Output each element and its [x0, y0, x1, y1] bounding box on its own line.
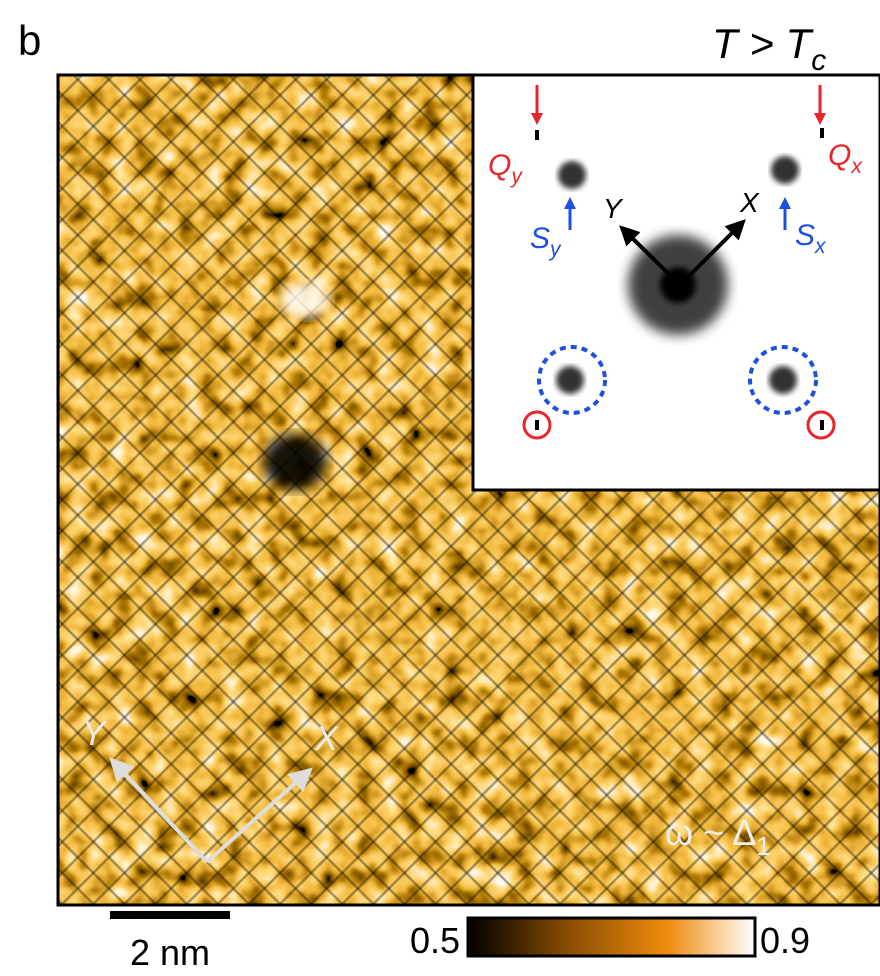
peak-subscript: y: [548, 238, 562, 261]
page: {"panel_label": "b", "condition": {"text…: [0, 0, 880, 976]
scale-bar: [110, 911, 230, 919]
axis-label: Y: [603, 193, 624, 224]
peak-subscript: x: [814, 235, 827, 258]
peak-text: Q: [488, 149, 511, 182]
axis-label: Y: [82, 715, 107, 753]
peak-subscript: x: [850, 155, 863, 178]
fft-inset: [473, 75, 880, 490]
peak-subscript: y: [509, 165, 523, 188]
panel-label: b: [18, 17, 41, 64]
condition-text: T > T: [712, 20, 815, 67]
energy-subscript: 1: [756, 831, 770, 861]
condition-label: T > Tc: [712, 20, 826, 77]
figure-panel: b T > Tc Y X ω ~ Δ1 Qy Qx: [0, 0, 880, 976]
peak-text: S: [530, 222, 550, 255]
condition-subscript: c: [811, 44, 826, 77]
axis-label: X: [314, 720, 339, 758]
peak-text: S: [795, 219, 815, 252]
colorbar: [468, 918, 755, 956]
scale-bar-label: 2 nm: [130, 932, 210, 973]
peak-text: Q: [828, 139, 851, 172]
colorbar-max-label: 0.9: [760, 920, 810, 961]
axis-label: X: [739, 187, 760, 218]
colorbar-min-label: 0.5: [410, 920, 460, 961]
energy-text: ω ~ Δ: [665, 812, 756, 853]
